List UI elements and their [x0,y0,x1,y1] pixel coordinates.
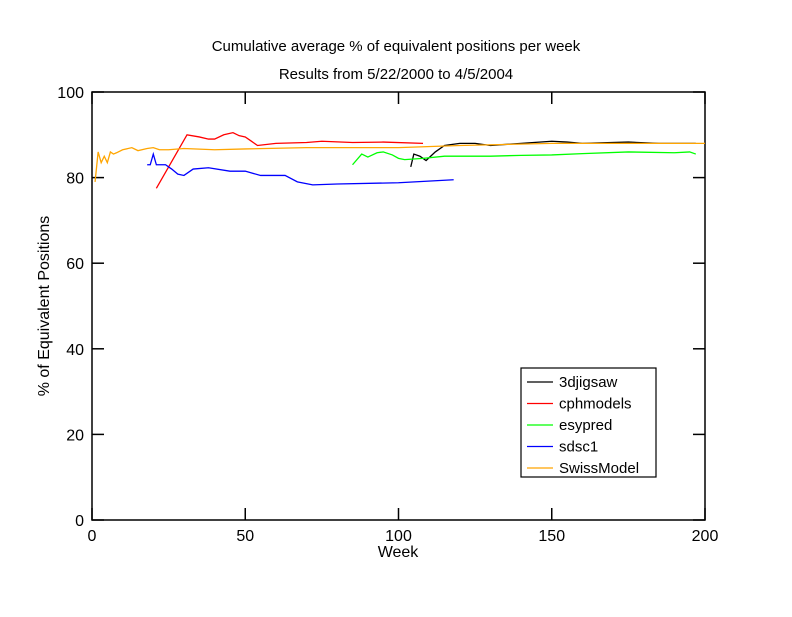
y-tick-label: 40 [66,342,84,359]
y-tick-label: 100 [57,85,84,102]
series-line-swissmodel [94,142,705,182]
legend-label: cphmodels [559,396,632,413]
series-line-sdsc1 [147,151,454,186]
y-axis-label: % of Equivalent Positions [36,216,53,397]
x-axis-label: Week [378,544,420,561]
chart-subtitle: Results from 5/22/2000 to 4/5/2004 [279,66,513,83]
x-tick-label: 100 [385,528,412,545]
series-line-cphmodels [155,131,424,189]
chart-title: Cumulative average % of equivalent posit… [212,38,581,55]
x-tick-label: 50 [236,528,254,545]
legend-label: esypred [559,417,612,434]
y-tick-label: 80 [66,171,84,188]
x-tick-label: 150 [538,528,565,545]
legend-box [520,367,657,478]
series-line-esypred [352,151,697,166]
y-tick-label: 0 [75,513,84,530]
legend-label: sdsc1 [559,439,598,456]
legend-label: SwissModel [559,460,639,477]
x-tick-label: 0 [88,528,97,545]
x-tick-label: 200 [692,528,719,545]
y-tick-label: 20 [66,427,84,444]
legend-label: 3djigsaw [559,374,618,391]
legend: 3djigsaw cphmodels esypred sdsc1 SwissModel [520,367,657,478]
y-tick-label: 60 [66,256,84,273]
